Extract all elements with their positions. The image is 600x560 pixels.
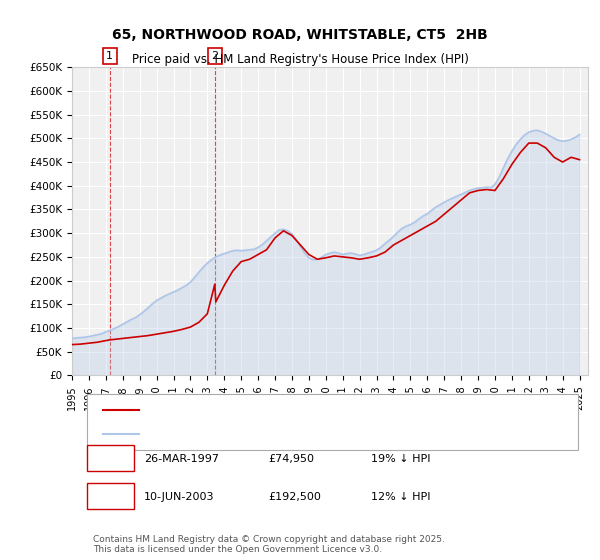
FancyBboxPatch shape — [88, 483, 134, 509]
Text: 65, NORTHWOOD ROAD, WHITSTABLE, CT5  2HB: 65, NORTHWOOD ROAD, WHITSTABLE, CT5 2HB — [112, 28, 488, 42]
FancyBboxPatch shape — [88, 445, 134, 471]
Text: 2: 2 — [211, 51, 218, 61]
Text: Price paid vs. HM Land Registry's House Price Index (HPI): Price paid vs. HM Land Registry's House … — [131, 53, 469, 66]
Text: 1: 1 — [106, 51, 113, 61]
Text: 26-MAR-1997: 26-MAR-1997 — [144, 454, 219, 464]
Text: 12% ↓ HPI: 12% ↓ HPI — [371, 492, 431, 502]
Text: 1: 1 — [107, 454, 114, 464]
Text: £192,500: £192,500 — [268, 492, 321, 502]
Text: Contains HM Land Registry data © Crown copyright and database right 2025.
This d: Contains HM Land Registry data © Crown c… — [92, 535, 445, 554]
Text: 2: 2 — [107, 492, 114, 502]
Text: 19% ↓ HPI: 19% ↓ HPI — [371, 454, 431, 464]
FancyBboxPatch shape — [88, 394, 578, 450]
Text: £74,950: £74,950 — [268, 454, 314, 464]
Text: 10-JUN-2003: 10-JUN-2003 — [144, 492, 215, 502]
Text: 65, NORTHWOOD ROAD, WHITSTABLE, CT5 2HB (detached house): 65, NORTHWOOD ROAD, WHITSTABLE, CT5 2HB … — [149, 405, 493, 415]
Text: HPI: Average price, detached house, Canterbury: HPI: Average price, detached house, Cant… — [149, 430, 401, 440]
